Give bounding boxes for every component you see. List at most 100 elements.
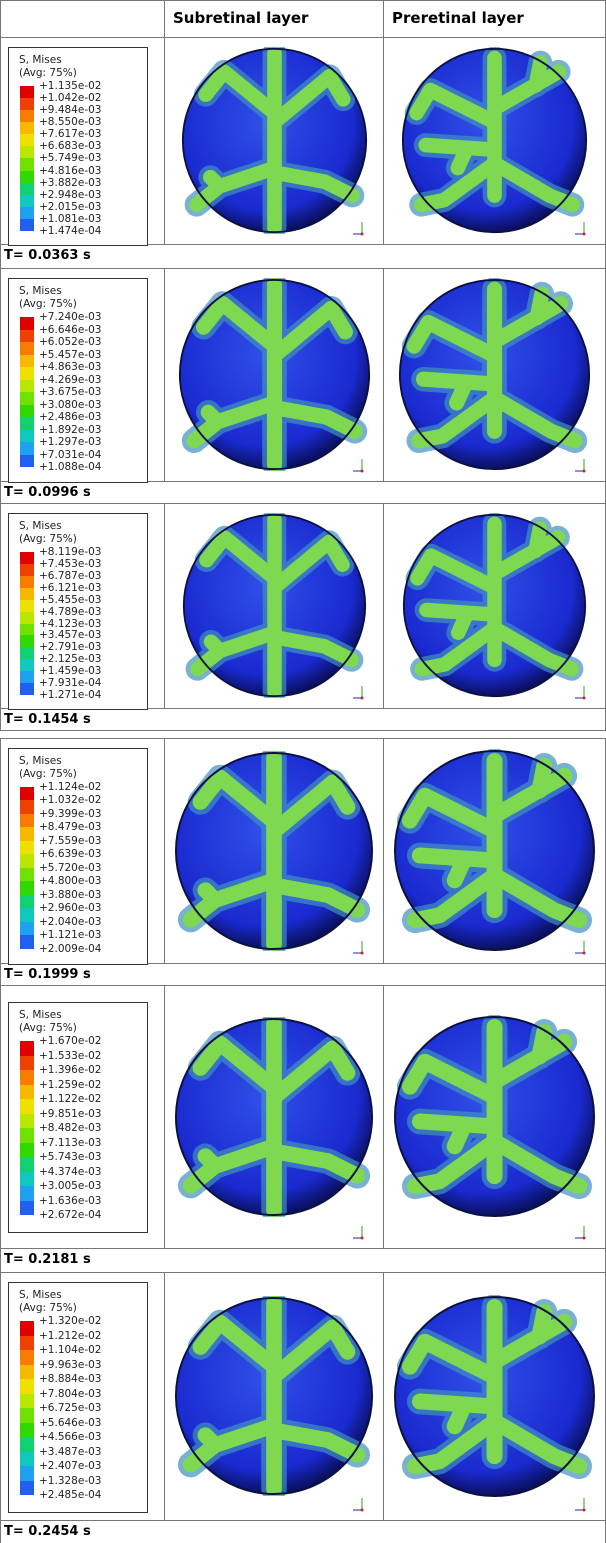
legend: S, Mises(Avg: 75%)+1.670e-02+1.533e-02+1… [8, 1002, 148, 1233]
legend-title: S, Mises [19, 1289, 62, 1301]
legend-value: +2.791e-03 [39, 641, 101, 653]
legend-swatch [20, 1099, 34, 1114]
legend-swatch [20, 1466, 34, 1481]
legend-swatch [20, 800, 34, 813]
axis-triad [350, 455, 370, 475]
legend-value: +1.271e-04 [39, 689, 101, 701]
legend-value: +1.088e-04 [39, 461, 101, 473]
legend-value: +3.457e-03 [39, 629, 101, 641]
legend-swatch [20, 683, 34, 695]
legend-value: +1.670e-02 [39, 1035, 101, 1047]
legend-swatch [20, 146, 34, 158]
stress-sphere [174, 751, 374, 951]
legend-swatch [20, 1128, 34, 1143]
legend-swatch [20, 1056, 34, 1071]
legend-value: +6.646e-03 [39, 324, 101, 336]
stress-sphere [398, 278, 591, 471]
legend-value: +2.486e-03 [39, 411, 101, 423]
legend-value: +2.485e-04 [39, 1489, 101, 1501]
legend-value: +5.720e-03 [39, 862, 101, 874]
legend-value: +1.122e-02 [39, 1093, 101, 1105]
legend-swatch [20, 98, 34, 110]
legend-value: +1.212e-02 [39, 1330, 101, 1342]
legend-swatch [20, 405, 34, 418]
axis-triad [572, 937, 592, 957]
legend-swatch [20, 624, 34, 636]
stress-sphere [393, 1295, 596, 1498]
legend-subtitle: (Avg: 75%) [19, 67, 77, 79]
legend-swatch [20, 908, 34, 921]
legend-swatch [20, 355, 34, 368]
legend-value: +6.121e-03 [39, 582, 101, 594]
legend-swatch [20, 1365, 34, 1380]
legend-subtitle: (Avg: 75%) [19, 1302, 77, 1314]
legend-value: +7.113e-03 [39, 1137, 101, 1149]
axis-triad [350, 1494, 370, 1514]
legend-swatch [20, 134, 34, 146]
stress-sphere [182, 513, 367, 698]
legend-swatch [20, 635, 34, 647]
legend-swatch [20, 647, 34, 659]
legend-swatch [20, 317, 34, 330]
axis-triad [350, 937, 370, 957]
axis-triad [350, 1222, 370, 1242]
legend-title: S, Mises [19, 285, 62, 297]
legend-swatch [20, 417, 34, 430]
legend-value: +7.559e-03 [39, 835, 101, 847]
legend: S, Mises(Avg: 75%)+1.135e-02+1.042e-02+9… [8, 47, 148, 246]
legend-swatch [20, 342, 34, 355]
legend-swatch [20, 1186, 34, 1201]
stress-sphere [393, 749, 596, 952]
legend-value: +1.892e-03 [39, 424, 101, 436]
legend-swatch [20, 207, 34, 219]
legend: S, Mises(Avg: 75%)+1.320e-02 +1.212e-02 +1… [8, 1282, 148, 1513]
stress-sphere [174, 1017, 374, 1217]
legend-swatch [20, 564, 34, 576]
stress-sphere [181, 47, 368, 234]
legend-swatch [20, 219, 34, 231]
legend-value: +1.124e-02 [39, 781, 101, 793]
legend: S, Mises(Avg: 75%)+1.124e-02+1.032e-02+9… [8, 748, 148, 965]
axis-triad [572, 455, 592, 475]
legend-swatch [20, 442, 34, 455]
legend-value: +5.749e-03 [39, 152, 101, 164]
legend-swatch [20, 1423, 34, 1438]
legend-value: +2.672e-04 [39, 1209, 101, 1221]
legend-value: +1.259e-02 [39, 1079, 101, 1091]
time-label: T= 0.0363 s [4, 248, 91, 263]
legend-value: +9.963e-03 [39, 1359, 101, 1371]
legend-swatch [20, 1201, 34, 1216]
legend-swatch [20, 330, 34, 343]
legend-value: +5.455e-03 [39, 594, 101, 606]
legend-swatch [20, 854, 34, 867]
legend-subtitle: (Avg: 75%) [19, 768, 77, 780]
legend-swatch [20, 895, 34, 908]
legend-value: +2.948e-03 [39, 189, 101, 201]
legend-value: +3.882e-03 [39, 177, 101, 189]
stress-sphere [401, 47, 588, 234]
legend-value: +1.320e-02 [39, 1315, 101, 1327]
legend-swatch [20, 659, 34, 671]
legend-value: +7.031e-04 [39, 449, 101, 461]
legend-swatch [20, 868, 34, 881]
legend-value: +1.032e-02 [39, 794, 101, 806]
axis-triad [572, 1222, 592, 1242]
legend-value: +7.617e-03 [39, 128, 101, 140]
legend-value: +8.482e-03 [39, 1122, 101, 1134]
legend-value: +5.457e-03 [39, 349, 101, 361]
legend-value: +1.474e-04 [39, 225, 101, 237]
legend-value: +6.683e-03 [39, 140, 101, 152]
legend-value: +1.135e-02 [39, 80, 101, 92]
time-label: T= 0.2181 s [4, 1252, 91, 1267]
legend-swatch [20, 1143, 34, 1158]
legend-swatch [20, 158, 34, 170]
legend-swatch [20, 671, 34, 683]
legend-swatch [20, 171, 34, 183]
legend-value: +1.104e-02 [39, 1344, 101, 1356]
legend-value: +4.863e-03 [39, 361, 101, 373]
legend-swatch [20, 600, 34, 612]
time-label: T= 0.1454 s [4, 712, 91, 727]
legend-value: +4.566e-03 [39, 1431, 101, 1443]
legend-swatch [20, 1394, 34, 1409]
legend-swatch [20, 380, 34, 393]
